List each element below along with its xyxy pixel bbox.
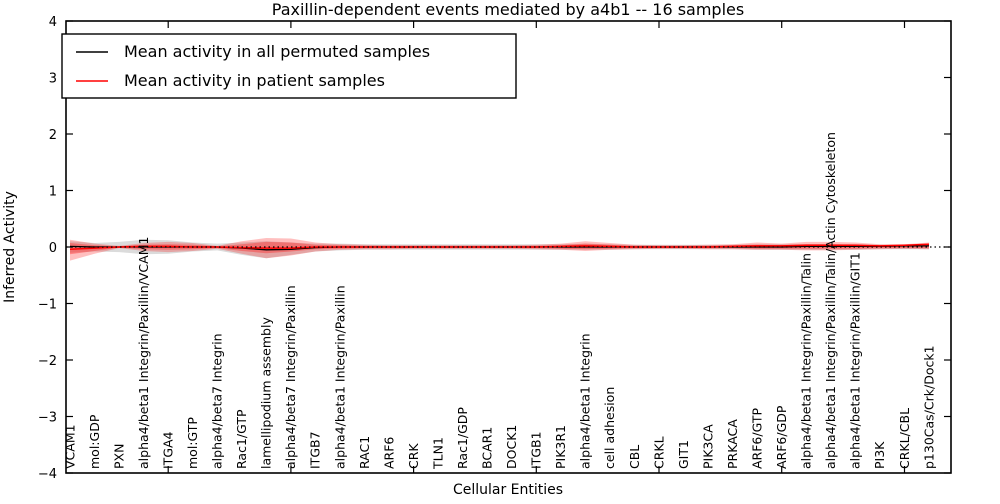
x-category-label: Rac1/GDP [455,407,470,469]
x-axis-label: Cellular Entities [453,482,563,498]
x-category-label: RAC1 [357,436,372,469]
x-category-label: alpha4/beta1 Integrin/Paxillin/VCAM1 [136,237,151,469]
x-category-label: CBL [627,445,642,469]
x-category-label: ARF6 [381,437,396,469]
x-category-label: alpha4/beta7 Integrin [210,333,225,469]
axis-ticks [66,20,951,474]
x-category-label: BCAR1 [479,427,494,469]
x-category-label: PIK3R1 [553,425,568,469]
x-category-label: CRKL [651,436,666,469]
y-tick-label: −3 [38,411,57,426]
y-tick-label: −1 [38,298,57,313]
band-patient-samples-range-outer [70,238,929,261]
x-category-label: alpha4/beta1 Integrin/Paxillin [332,285,347,469]
x-category-label: ARF6/GTP [749,408,764,469]
x-category-label: alpha4/beta1 Integrin [578,333,593,469]
y-tick-label: 3 [49,72,57,87]
y-axis-label: Inferred Activity [2,191,18,303]
x-category-label: mol:GTP [185,417,200,469]
x-category-label: cell adhesion [602,387,617,469]
x-category-label: ITGB7 [308,431,323,469]
x-category-label: mol:GDP [87,414,102,469]
x-category-label: p130Cas/Crk/Dock1 [921,345,936,469]
band-permuted-samples-range [70,239,929,259]
y-tick-labels: −4 −3 −2 −1 0 1 2 3 4 [38,15,57,482]
y-tick-label: −4 [38,467,57,482]
x-category-label: alpha4/beta1 Integrin/Paxillin/Talin/Act… [823,132,838,469]
x-category-label: alpha4/beta1 Integrin/Paxillin/GIT1 [848,252,863,469]
y-tick-label: 2 [49,128,57,143]
x-category-label: PI3K [872,441,887,469]
x-category-label: CRK [406,443,421,469]
y-tick-label: −2 [38,354,57,369]
x-category-label: ARF6/GDP [774,405,789,469]
x-category-label: VCAM1 [62,424,77,469]
x-category-label: alpha4/beta7 Integrin/Paxillin [283,285,298,469]
legend-label-permuted: Mean activity in all permuted samples [124,42,430,61]
x-category-label: PXN [111,444,126,469]
y-tick-label: 4 [49,15,57,30]
x-category-label: alpha4/beta1 Integrin/Paxillin/Talin [799,253,814,469]
x-category-labels: VCAM1 mol:GDP PXN alpha4/beta1 Integrin/Pax… [62,132,936,470]
x-category-label: CRKL/CBL [897,408,912,469]
x-category-label: Rac1/GTP [234,409,249,469]
x-category-label: ITGA4 [160,431,175,469]
x-category-label: TLN1 [430,437,445,470]
x-category-label: PRKACA [725,419,740,469]
y-tick-label: 0 [49,241,57,256]
chart-title: Paxillin-dependent events mediated by a4… [272,0,744,19]
x-category-label: DOCK1 [504,425,519,469]
confidence-bands [70,238,929,261]
legend-box [61,33,517,99]
legend: Mean activity in all permuted samples Me… [61,33,517,99]
y-tick-label: 1 [49,185,57,200]
x-category-label: lamellipodium assembly [259,317,274,469]
band-patient-samples-range-inner [70,241,929,255]
x-category-label: GIT1 [676,440,691,469]
legend-label-patient: Mean activity in patient samples [124,71,385,90]
x-category-label: ITGB1 [529,431,544,469]
x-category-label: PIK3CA [700,424,715,469]
